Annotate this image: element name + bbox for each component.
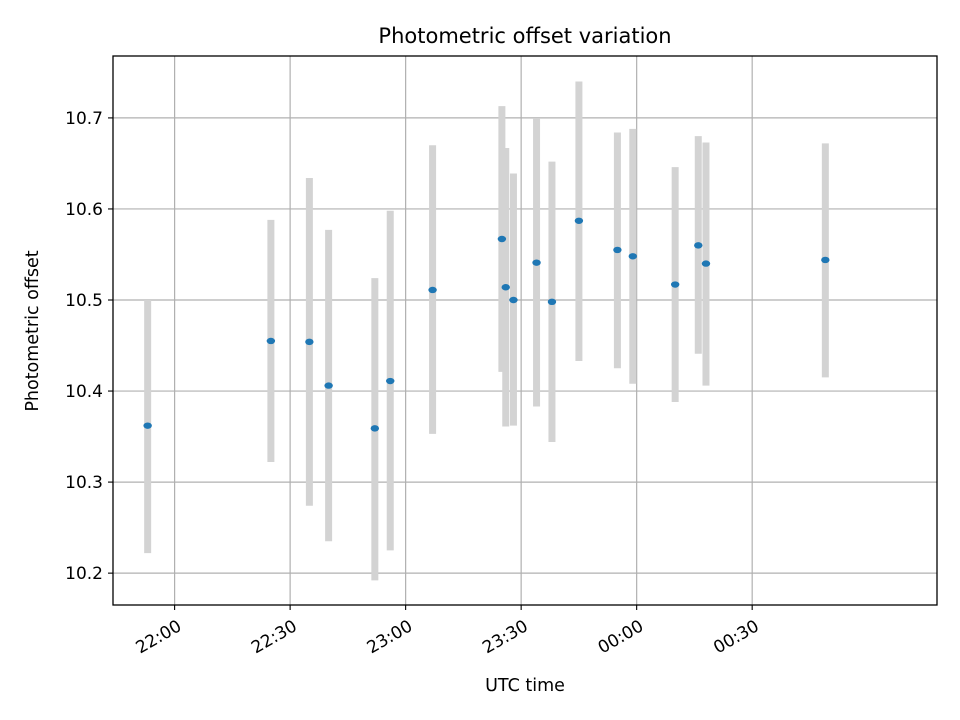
y-tick-label: 10.4 (65, 382, 103, 402)
data-point (370, 425, 380, 432)
data-point (305, 338, 314, 346)
y-axis-label: Photometric offset (23, 250, 43, 411)
data-point (670, 281, 680, 288)
data-point (509, 296, 518, 304)
data-point (574, 217, 584, 224)
data-point (501, 284, 510, 291)
y-tick-label: 10.7 (65, 109, 103, 129)
y-tick-label: 10.5 (65, 291, 103, 311)
data-point (613, 246, 622, 254)
data-point (266, 337, 276, 345)
x-axis-label: UTC time (485, 676, 565, 696)
data-point (532, 259, 541, 266)
data-point (547, 298, 557, 306)
data-point (694, 242, 703, 249)
y-tick-label: 10.6 (65, 200, 103, 220)
data-point (428, 286, 437, 294)
data-point (821, 256, 830, 264)
chart-title: Photometric offset variation (378, 24, 671, 48)
data-point (386, 377, 395, 385)
y-tick-label: 10.3 (65, 473, 103, 493)
data-point (497, 235, 507, 243)
data-point (701, 260, 711, 267)
data-point (628, 253, 638, 260)
data-point (143, 422, 152, 429)
data-point (324, 382, 333, 389)
data-points (143, 217, 830, 432)
y-tick-label: 10.2 (65, 564, 103, 584)
plot-frame (112, 55, 938, 606)
grid (113, 56, 937, 605)
